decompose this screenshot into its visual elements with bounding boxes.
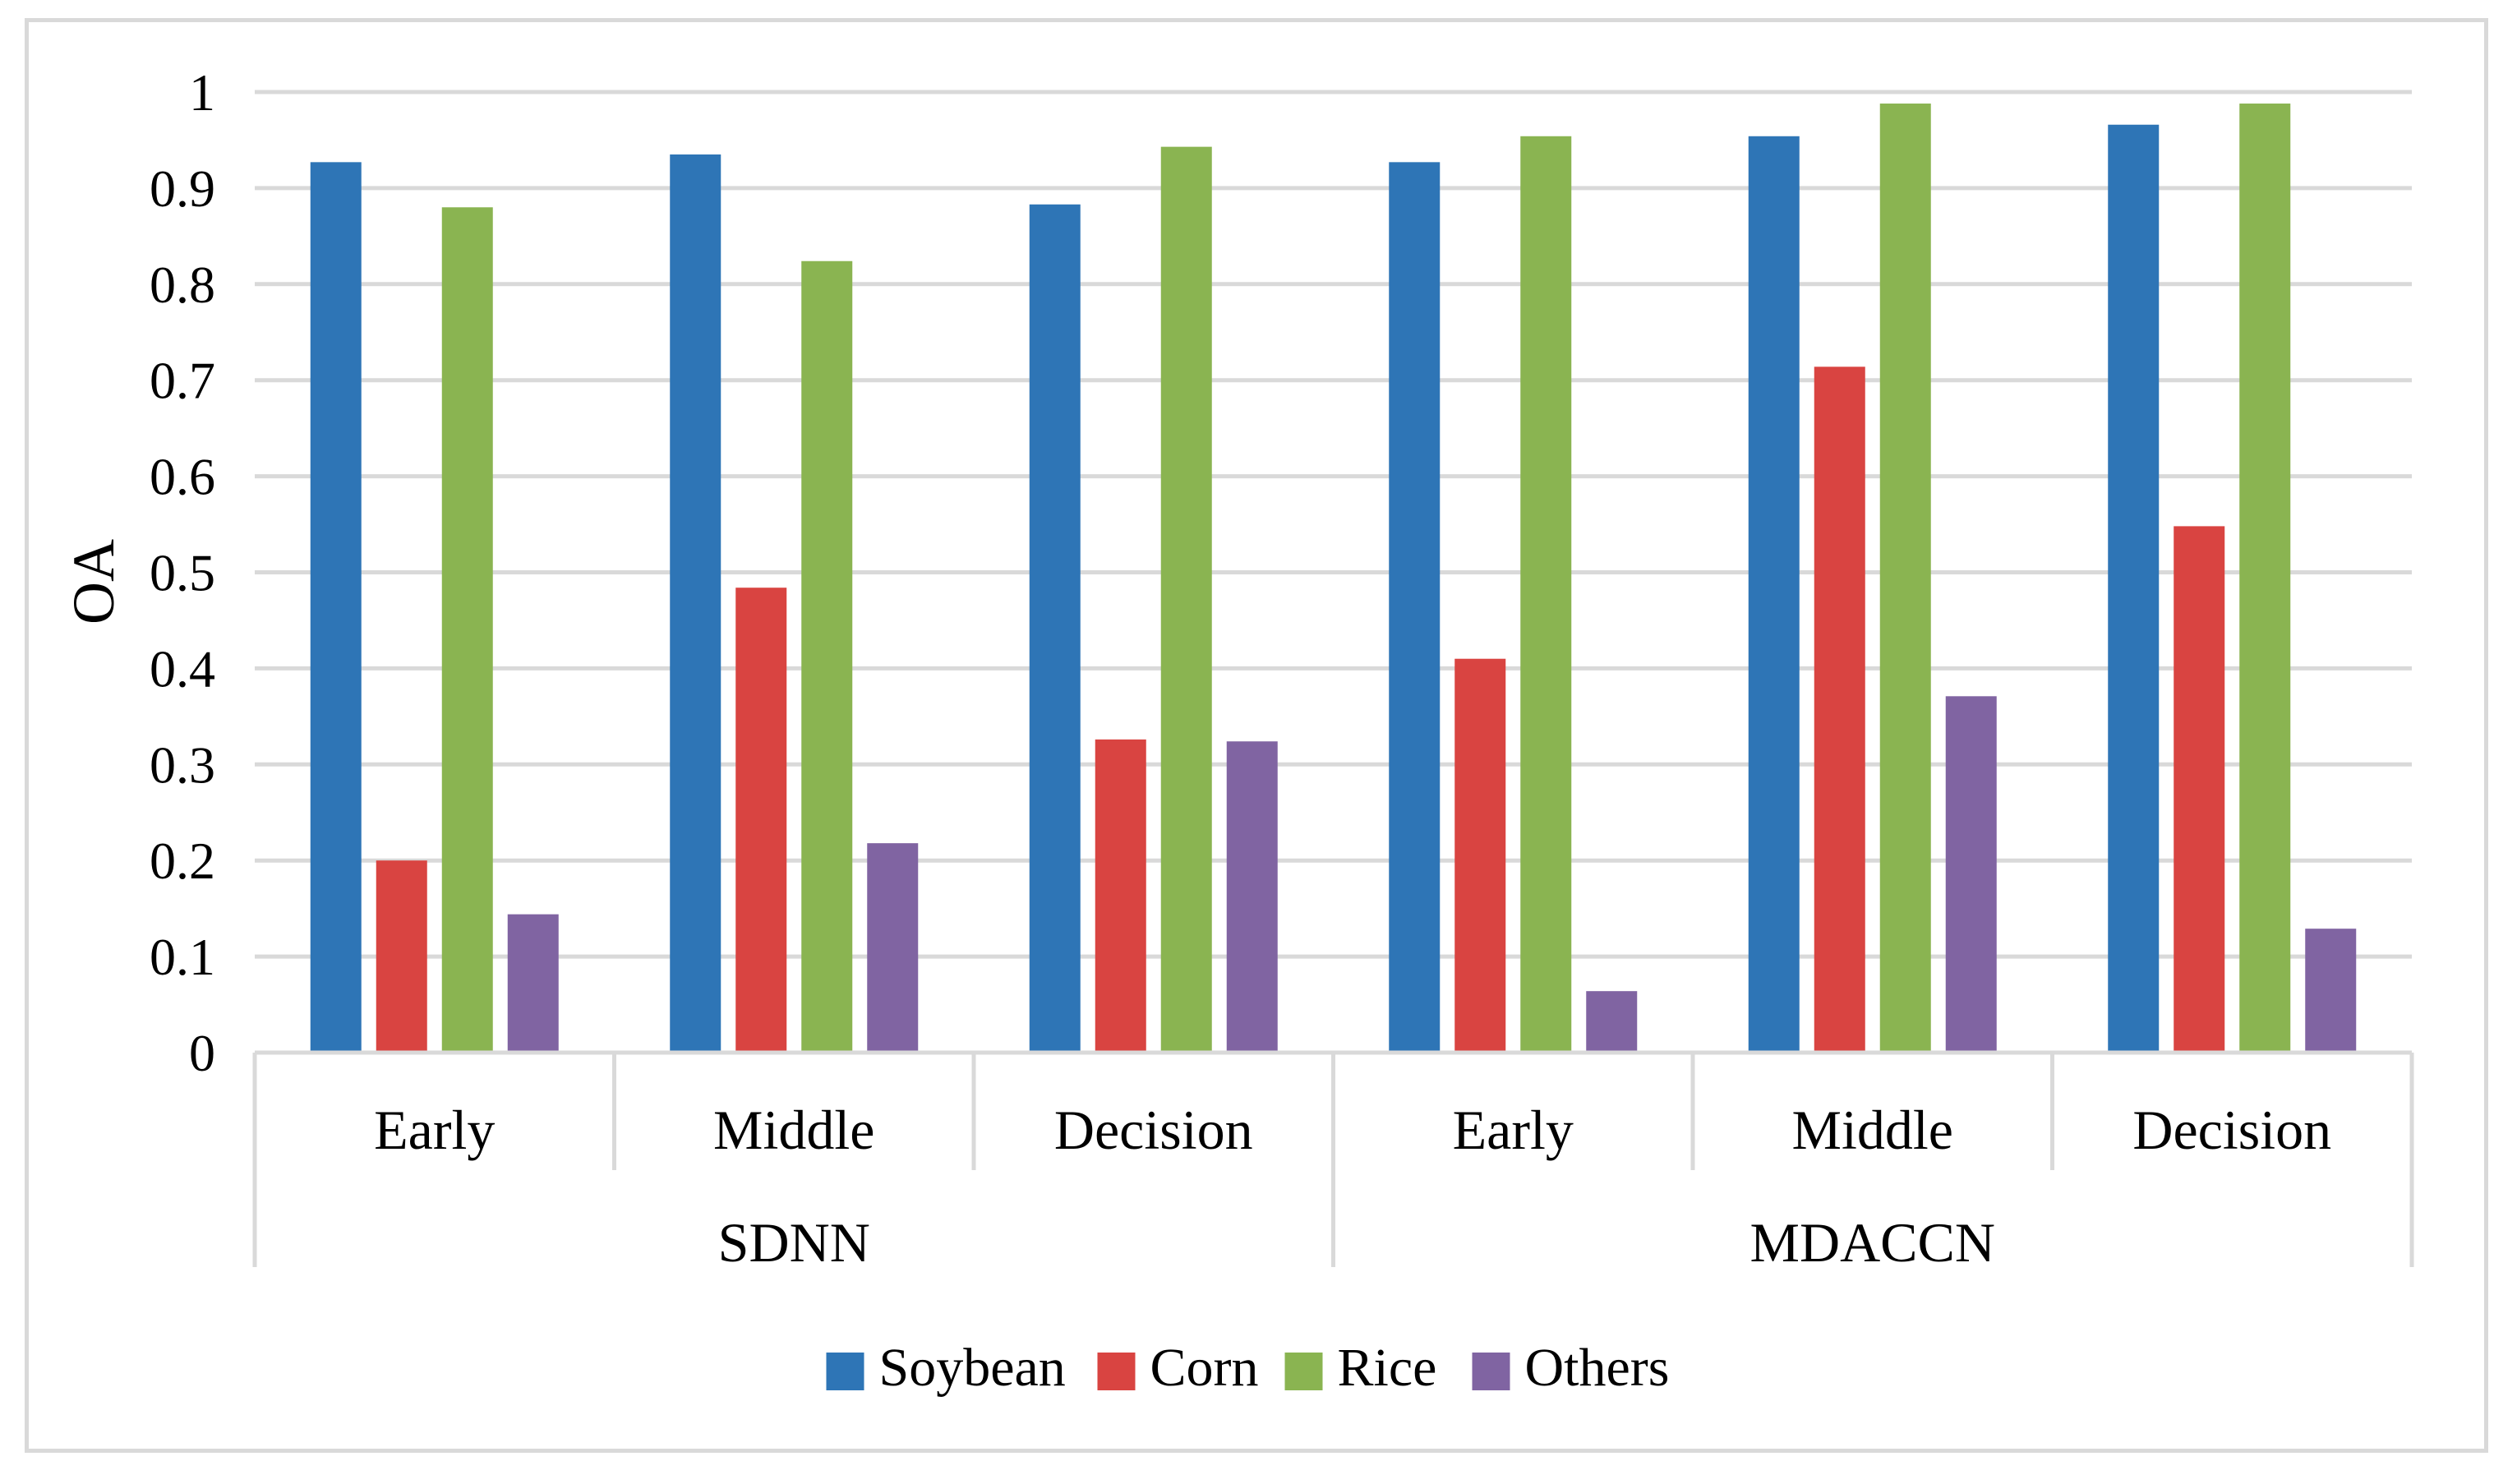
bar-rice-6 [2239,104,2291,1053]
x-category-label: Decision [1054,1099,1253,1161]
bar-soybean-6 [2108,124,2160,1053]
x-group-label: SDNN [718,1211,870,1274]
bar-rice-4 [1520,136,1572,1053]
y-tick-label: 0.7 [150,352,215,410]
legend-swatch-corn [1097,1353,1136,1390]
legend-label-others: Others [1525,1338,1670,1398]
x-category-label: Middle [713,1099,874,1161]
bar-others-5 [1945,696,1997,1053]
y-tick-label: 1 [189,63,215,122]
legend-label-rice: Rice [1338,1338,1437,1398]
bar-soybean-4 [1389,162,1441,1053]
bars [310,104,2357,1053]
bar-rice-3 [1160,146,1212,1053]
bar-soybean-1 [310,162,362,1053]
x-axis: Early Middle Decision SDNN Early Middle Decisi… [252,1050,2414,1274]
bar-soybean-3 [1029,204,1081,1053]
bar-rice-1 [441,207,493,1053]
y-tick-label: 0.8 [150,256,215,314]
legend-swatch-others [1472,1353,1510,1390]
bar-corn-6 [2174,526,2225,1053]
bar-corn-4 [1454,658,1506,1053]
legend-swatch-rice [1284,1353,1323,1390]
y-tick-label: 0.1 [150,928,215,986]
x-category-label: Middle [1792,1099,1953,1161]
legend-label-soybean: Soybean [879,1338,1066,1398]
y-axis-ticks: 0 0.1 0.2 0.3 0.4 0.5 0.6 0.7 0.8 0.9 1 [150,63,215,1082]
bar-corn-1 [376,860,427,1053]
x-category-label: Early [1453,1099,1574,1161]
y-tick-label: 0.3 [150,735,215,794]
legend: Soybean Corn Rice Others [826,1338,1670,1398]
y-tick-label: 0.2 [150,832,215,890]
bar-others-1 [507,914,559,1053]
bar-others-3 [1226,741,1278,1053]
x-group-label: MDACCN [1750,1211,1996,1274]
y-tick-label: 0.6 [150,448,215,506]
bar-soybean-2 [670,154,721,1053]
bar-others-6 [2305,929,2357,1053]
x-category-label: Decision [2132,1099,2331,1161]
y-tick-label: 0 [189,1024,215,1082]
x-category-label: Early [374,1099,495,1161]
bar-others-2 [867,843,919,1053]
chart-frame [25,18,2488,1453]
legend-label-corn: Corn [1150,1338,1259,1398]
y-tick-label: 0.4 [150,639,215,698]
bar-rice-5 [1879,104,1931,1053]
y-tick-label: 0.5 [150,544,215,602]
legend-swatch-soybean [826,1353,864,1390]
y-axis-label: OA [61,539,127,624]
y-tick-label: 0.9 [150,159,215,218]
gridlines [255,90,2412,959]
bar-rice-2 [801,260,853,1053]
bar-corn-3 [1095,739,1146,1053]
bar-corn-2 [735,588,787,1053]
bar-corn-5 [1814,366,1865,1053]
bar-soybean-5 [1748,136,1800,1053]
bar-others-4 [1586,991,1638,1053]
